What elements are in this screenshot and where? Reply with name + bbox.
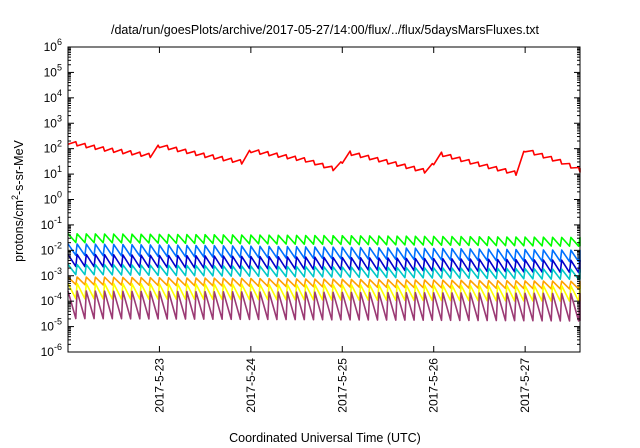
- y-axis-label: protons/cm2-s-sr-MeV: [10, 139, 26, 261]
- x-tick-label: 2017-5-24: [244, 358, 258, 413]
- y-tick-label: 10-4: [41, 291, 62, 308]
- y-tick-label: 103: [44, 113, 62, 130]
- y-tick-label: 105: [44, 62, 62, 79]
- x-tick-label: 2017-5-23: [152, 358, 166, 413]
- y-tick-label: 10-3: [41, 266, 62, 283]
- chart-title: /data/run/goesPlots/archive/2017-05-27/1…: [111, 23, 540, 37]
- series-line-6: [67, 276, 581, 290]
- y-tick-exponent: -1: [54, 215, 62, 225]
- y-tick-label: 106: [44, 37, 62, 54]
- y-tick-exponent: 5: [57, 62, 62, 72]
- y-axis-label-prefix: protons/cm: [12, 200, 26, 262]
- y-tick-exponent: -3: [54, 266, 62, 276]
- y-tick-exponent: 1: [57, 164, 62, 174]
- y-tick-exponent: 2: [57, 139, 62, 149]
- y-axis-label-sup: 2: [10, 195, 20, 200]
- y-tick-exponent: 4: [57, 88, 62, 98]
- y-tick-exponent: -6: [54, 342, 62, 352]
- y-tick-label: 104: [44, 88, 62, 105]
- series-layer: [67, 140, 581, 322]
- series-line-7: [67, 282, 581, 302]
- x-tick-label: 2017-5-27: [518, 358, 532, 413]
- y-tick-exponent: -5: [54, 317, 62, 327]
- y-tick-exponent: 0: [57, 190, 62, 200]
- series-line-5: [67, 263, 581, 281]
- y-tick-exponent: 3: [57, 113, 62, 123]
- y-tick-label: 100: [44, 190, 62, 207]
- series-line-4: [67, 253, 581, 274]
- x-axis-label: Coordinated Universal Time (UTC): [229, 431, 421, 445]
- x-tick-label: 2017-5-26: [427, 358, 441, 413]
- series-line-2: [67, 233, 581, 247]
- y-tick-label: 10-5: [41, 317, 62, 334]
- y-axis-label-suffix: -s-sr-MeV: [12, 139, 26, 195]
- y-tick-label: 102: [44, 139, 62, 156]
- series-line-1: [67, 140, 581, 176]
- y-tick-label: 10-1: [41, 215, 62, 232]
- y-tick-label: 101: [44, 164, 62, 181]
- svg-text:protons/cm2-s-sr-MeV: protons/cm2-s-sr-MeV: [10, 139, 26, 261]
- y-tick-label: 10-2: [41, 240, 62, 257]
- y-tick-exponent: -4: [54, 291, 62, 301]
- axes-layer: 10-610-510-410-310-210-11001011021031041…: [41, 37, 581, 413]
- y-tick-exponent: 6: [57, 37, 62, 47]
- y-tick-label: 10-6: [41, 342, 62, 359]
- series-line-3: [67, 243, 581, 263]
- series-line-8: [67, 290, 581, 322]
- y-tick-exponent: -2: [54, 240, 62, 250]
- x-tick-label: 2017-5-25: [335, 358, 349, 413]
